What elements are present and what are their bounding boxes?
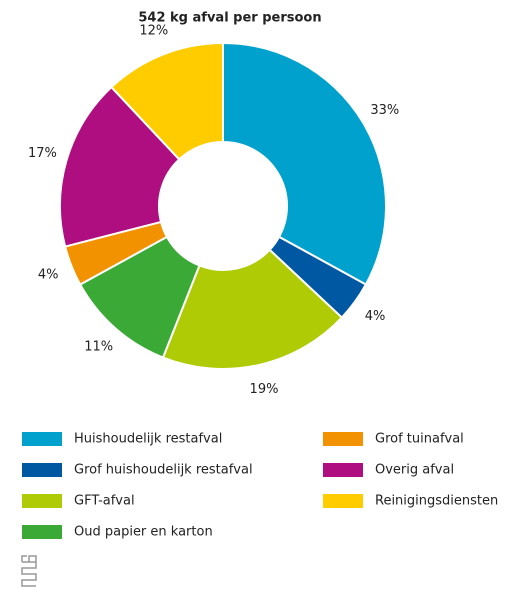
donut-slice — [222, 41, 387, 286]
legend-label: Grof huishoudelijk restafval — [74, 463, 253, 478]
value-label: 4% — [38, 268, 59, 283]
legend-label: GFT-afval — [74, 494, 135, 509]
chart-title: 542 kg afval per persoon — [138, 11, 321, 26]
legend-swatch — [22, 525, 62, 539]
legend-swatch — [22, 432, 62, 446]
legend-swatch — [323, 463, 363, 477]
legend-label: Overig afval — [375, 463, 454, 478]
donut-slice — [161, 248, 344, 370]
value-label: 11% — [84, 340, 113, 355]
value-label: 12% — [139, 24, 168, 39]
legend-label: Grof tuinafval — [375, 432, 464, 447]
value-label: 19% — [250, 382, 279, 397]
legend-swatch — [323, 432, 363, 446]
donut-slice — [110, 41, 224, 161]
legend-label: Oud papier en karton — [74, 525, 213, 540]
value-label: 17% — [28, 146, 57, 161]
legend-label: Reinigingsdiensten — [375, 494, 498, 509]
logo — [21, 555, 37, 587]
legend-label: Huishoudelijk restafval — [74, 432, 222, 447]
legend-swatch — [323, 494, 363, 508]
donut-slice — [59, 85, 181, 248]
value-label: 33% — [370, 103, 399, 118]
legend-swatch — [22, 494, 62, 508]
legend-swatch — [22, 463, 62, 477]
value-label: 4% — [365, 309, 386, 324]
